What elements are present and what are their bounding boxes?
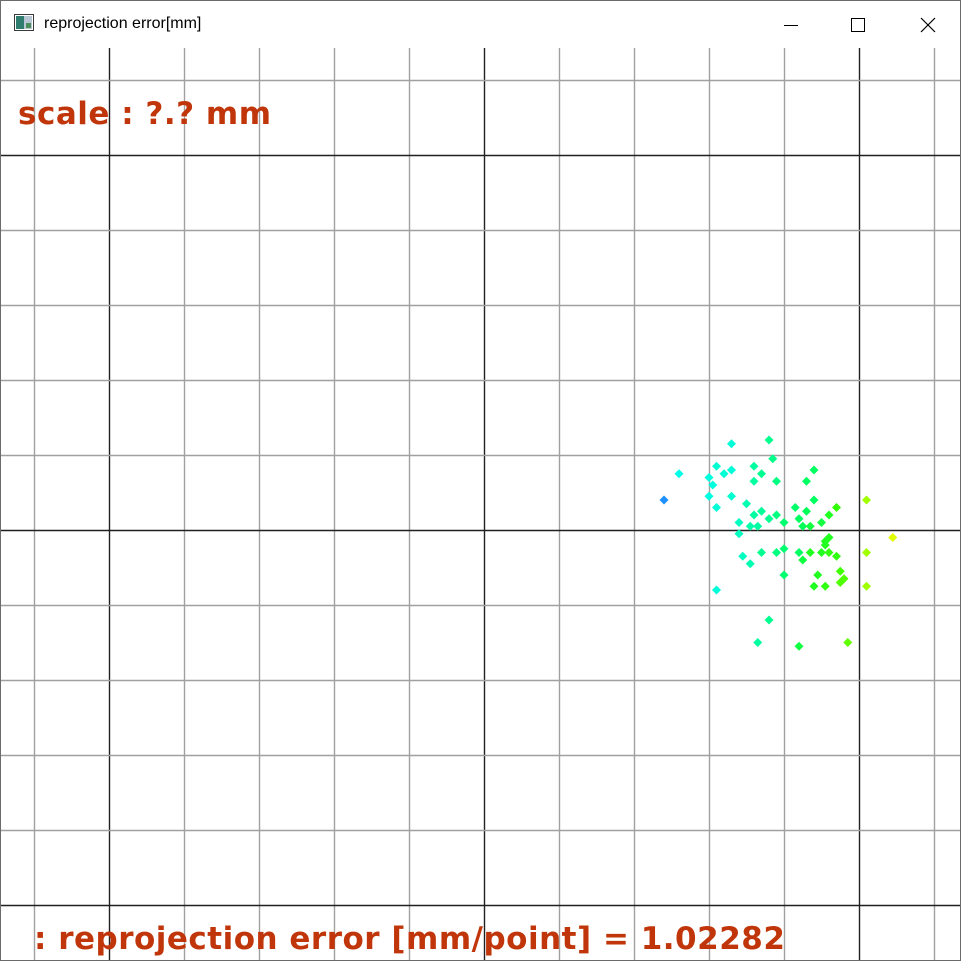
error-point: [764, 615, 774, 625]
error-point: [824, 510, 834, 520]
error-point: [764, 514, 774, 524]
error-point: [820, 581, 830, 591]
error-point: [802, 476, 811, 486]
error-point: [742, 499, 751, 509]
error-point: [772, 548, 781, 557]
error-point: [749, 461, 759, 471]
error-point: [817, 548, 826, 557]
error-point: [727, 465, 736, 475]
error-point: [734, 518, 744, 527]
error-point: [862, 495, 871, 505]
minimize-icon: [784, 24, 798, 26]
reprojection-error-plot: [1, 48, 960, 960]
error-point: [832, 503, 841, 512]
error-point: [749, 510, 759, 520]
error-point: [817, 518, 826, 527]
error-point: [779, 518, 789, 527]
error-point: [862, 581, 871, 591]
error-point: [779, 570, 789, 580]
error-point: [832, 551, 841, 561]
maximize-button[interactable]: [823, 1, 893, 48]
opencv-window-icon: [14, 14, 34, 31]
error-point: [779, 544, 789, 554]
error-point: [794, 641, 804, 651]
grid-lines: [1, 48, 960, 960]
error-point: [727, 439, 736, 449]
error-point: [888, 533, 898, 542]
error-point: [757, 469, 766, 479]
error-point: [712, 503, 721, 512]
maximize-icon: [851, 17, 865, 32]
error-point: [794, 548, 804, 557]
error-point: [798, 521, 808, 531]
error-point: [809, 465, 819, 475]
error-point: [712, 461, 721, 471]
error-point: [719, 469, 729, 479]
error-point: [835, 566, 845, 576]
error-point: [843, 638, 853, 647]
error-point: [805, 548, 815, 557]
error-point: [659, 495, 669, 505]
error-point: [749, 476, 759, 486]
error-point: [674, 469, 684, 479]
reprojection-error-label: : reprojection error [mm/point] = 1.0228…: [34, 921, 786, 957]
window-title: reprojection error[mm]: [44, 15, 202, 32]
error-point: [802, 506, 811, 516]
error-point: [772, 510, 781, 520]
error-point: [712, 585, 721, 595]
error-point: [805, 521, 815, 531]
title-bar[interactable]: reprojection error[mm]: [1, 1, 960, 48]
error-point: [790, 503, 800, 512]
error-point: [734, 529, 744, 539]
error-point: [727, 491, 736, 501]
error-point: [824, 548, 834, 557]
error-point: [757, 506, 766, 516]
error-point: [745, 521, 755, 531]
minimize-button[interactable]: [756, 1, 826, 48]
error-point: [768, 454, 778, 464]
close-button[interactable]: [893, 1, 960, 48]
error-point: [820, 536, 830, 546]
error-point: [772, 476, 781, 486]
error-point: [798, 555, 808, 565]
error-point: [738, 551, 748, 561]
error-point: [764, 435, 774, 445]
error-point: [753, 638, 763, 647]
scatter-points: [659, 435, 898, 651]
error-point: [794, 514, 804, 524]
error-point: [704, 491, 714, 501]
error-point: [862, 548, 871, 557]
error-point: [809, 581, 819, 591]
close-icon: [920, 17, 936, 32]
error-point: [809, 495, 819, 505]
scale-label: scale : ?.? mm: [18, 96, 272, 132]
error-point: [835, 578, 845, 587]
error-point: [708, 480, 718, 490]
error-point: [745, 559, 755, 569]
error-point: [753, 521, 763, 531]
error-point: [757, 548, 766, 557]
error-point: [704, 473, 714, 482]
error-point: [813, 570, 823, 580]
